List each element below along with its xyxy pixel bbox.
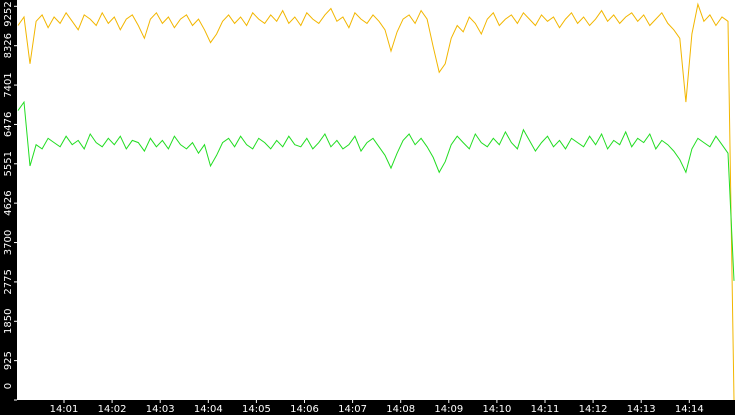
y-tick-label: 5551: [3, 151, 14, 176]
x-tick-label: 14:11: [531, 404, 560, 415]
x-tick-label: 14:02: [98, 404, 127, 415]
x-tick-label: 14:05: [242, 404, 271, 415]
x-tick-label: 14:09: [434, 404, 463, 415]
series-line: [17, 2, 735, 401]
x-tick-label: 14:03: [146, 404, 175, 415]
x-tick-label: 14:12: [579, 404, 608, 415]
x-tick-label: 14:01: [50, 404, 79, 415]
x-tick-label: 14:04: [194, 404, 223, 415]
y-tick-label: 6476: [3, 112, 14, 137]
plot-area: [17, 0, 735, 400]
x-tick-label: 14:13: [627, 404, 656, 415]
y-tick-label: 1850: [3, 309, 14, 334]
y-tick-label: 2775: [3, 269, 14, 294]
y-tick-label: 7401: [3, 72, 14, 97]
x-tick-label: 14:06: [290, 404, 319, 415]
y-tick-label: 0: [3, 383, 14, 389]
y-tick-label: 9252: [3, 1, 14, 26]
y-tick-label: 3700: [3, 230, 14, 255]
x-tick-label: 14:07: [338, 404, 367, 415]
x-tick-label: 14:08: [386, 404, 415, 415]
x-tick-label: 14:10: [482, 404, 511, 415]
y-tick-label: 925: [3, 351, 14, 370]
x-tick-label: 14:14: [675, 404, 704, 415]
y-tick-label: 8326: [3, 33, 14, 58]
series-line: [17, 100, 735, 281]
y-tick-label: 4626: [3, 190, 14, 215]
